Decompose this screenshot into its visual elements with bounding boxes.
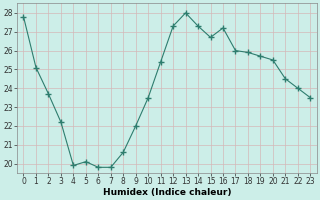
X-axis label: Humidex (Indice chaleur): Humidex (Indice chaleur) [103,188,231,197]
